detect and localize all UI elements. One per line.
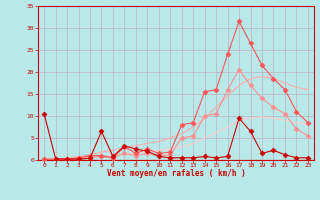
X-axis label: Vent moyen/en rafales ( km/h ): Vent moyen/en rafales ( km/h ) bbox=[107, 169, 245, 178]
